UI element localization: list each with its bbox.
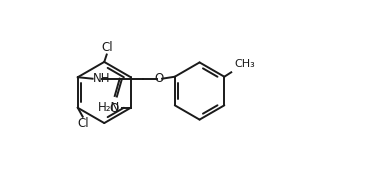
Text: Cl: Cl xyxy=(101,41,113,54)
Text: O: O xyxy=(154,72,164,85)
Text: O: O xyxy=(109,102,119,115)
Text: H₂N: H₂N xyxy=(98,101,120,114)
Text: CH₃: CH₃ xyxy=(234,59,255,69)
Text: NH: NH xyxy=(93,72,110,85)
Text: Cl: Cl xyxy=(77,117,88,130)
